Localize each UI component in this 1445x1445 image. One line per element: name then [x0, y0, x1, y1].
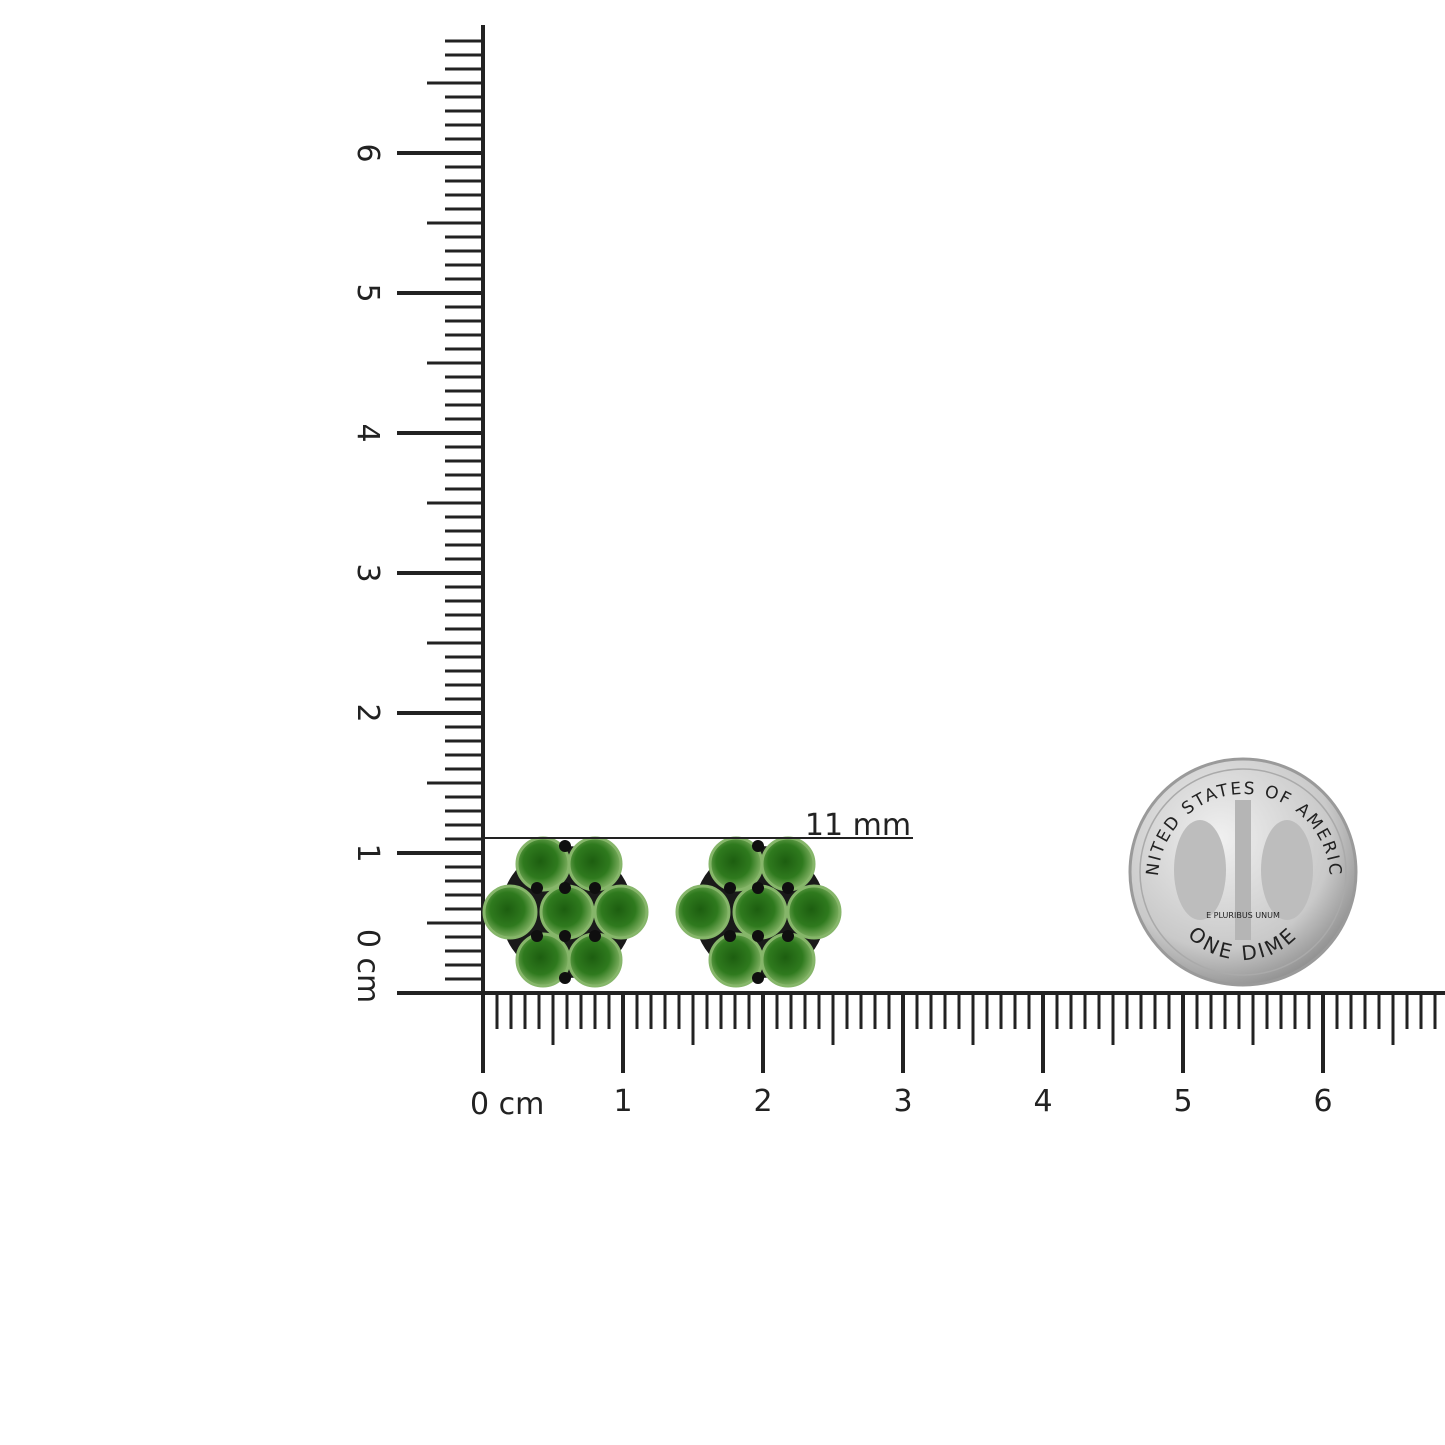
h-label-4: 4 — [1033, 1084, 1052, 1119]
v-label-6: 6 — [350, 143, 385, 162]
earring-2 — [675, 836, 842, 988]
olive-branch-icon — [1174, 820, 1226, 920]
coin-motto: E PLURIBUS UNUM — [1206, 911, 1280, 920]
green-diamond — [593, 884, 649, 940]
vertical-ruler — [397, 25, 485, 995]
h-label-6: 6 — [1313, 1084, 1332, 1119]
coin-top-text: UNITED STATES OF AMERICA — [0, 0, 1343, 878]
v-label-2: 2 — [350, 703, 385, 722]
prong — [782, 882, 794, 894]
green-diamond — [732, 884, 788, 940]
prong — [589, 930, 601, 942]
torch-icon — [1235, 800, 1251, 940]
h-label-1: 1 — [613, 1084, 632, 1119]
h-label-2: 2 — [753, 1084, 772, 1119]
h-label-3: 3 — [893, 1084, 912, 1119]
svg-text:UNITED STATES OF AMERICA: UNITED STATES OF AMERICA — [0, 0, 1343, 878]
measurement-label: 11 mm — [805, 808, 911, 843]
green-diamond — [482, 884, 538, 940]
v-label-1: 1 — [350, 843, 385, 862]
prong — [752, 882, 764, 894]
prong — [724, 930, 736, 942]
v-label-4: 4 — [350, 423, 385, 442]
prong — [559, 972, 571, 984]
oak-branch-icon — [1261, 820, 1313, 920]
prong — [531, 882, 543, 894]
v-label-5: 5 — [350, 283, 385, 302]
prong — [782, 930, 794, 942]
prong — [724, 882, 736, 894]
prong — [752, 930, 764, 942]
vertical-labels: 0 cm 1 2 3 4 5 6 — [350, 143, 385, 1003]
measurement-line: 11 mm — [483, 808, 913, 843]
prong — [559, 930, 571, 942]
prong — [559, 840, 571, 852]
earring-1 — [482, 836, 649, 988]
prong — [752, 840, 764, 852]
prong — [559, 882, 571, 894]
green-diamond — [675, 884, 731, 940]
prong — [589, 882, 601, 894]
horizontal-ruler — [481, 991, 1445, 1073]
earrings — [482, 836, 842, 988]
green-diamond — [539, 884, 595, 940]
prong — [531, 930, 543, 942]
v-label-3: 3 — [350, 563, 385, 582]
green-diamond — [786, 884, 842, 940]
v-label-0: 0 cm — [350, 929, 385, 1003]
h-label-5: 5 — [1173, 1084, 1192, 1119]
horizontal-labels: 0 cm 1 2 3 4 5 6 — [470, 1084, 1333, 1122]
h-label-0: 0 cm — [470, 1087, 544, 1122]
prong — [752, 972, 764, 984]
